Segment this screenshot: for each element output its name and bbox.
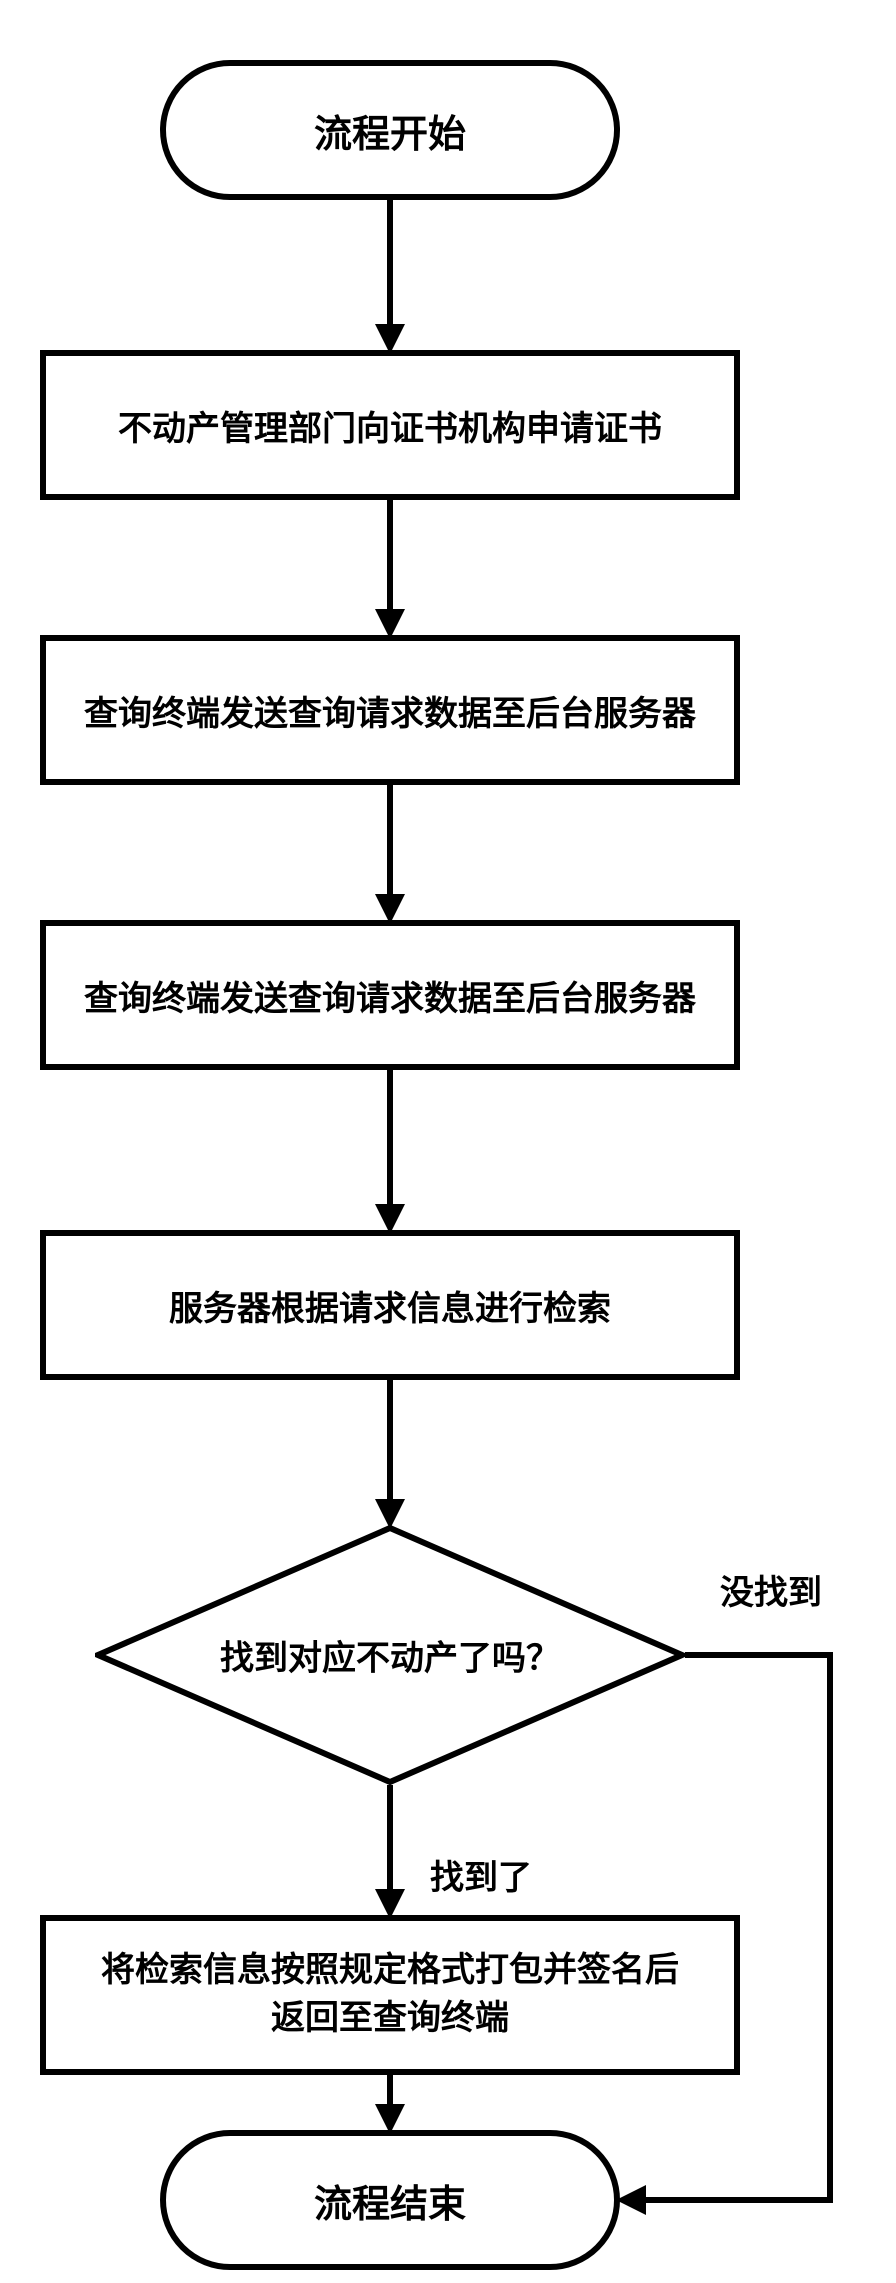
process-step-4-label: 服务器根据请求信息进行检索	[169, 1281, 611, 1330]
edge-label-notfound: 没找到	[720, 1565, 822, 1614]
process-step-3: 查询终端发送查询请求数据至后台服务器	[40, 920, 740, 1070]
process-step-2: 查询终端发送查询请求数据至后台服务器	[40, 635, 740, 785]
process-step-2-label: 查询终端发送查询请求数据至后台服务器	[84, 686, 696, 735]
process-step-1-label: 不动产管理部门向证书机构申请证书	[118, 401, 662, 450]
edge-label-found: 找到了	[430, 1850, 532, 1899]
end-node: 流程结束	[160, 2130, 620, 2270]
end-label: 流程结束	[314, 2173, 466, 2228]
decision-node: 找到对应不动产了吗？	[95, 1525, 685, 1785]
process-step-4: 服务器根据请求信息进行检索	[40, 1230, 740, 1380]
start-node: 流程开始	[160, 60, 620, 200]
process-step-5: 将检索信息按照规定格式打包并签名后 返回至查询终端	[40, 1915, 740, 2075]
process-step-1: 不动产管理部门向证书机构申请证书	[40, 350, 740, 500]
process-step-5-label: 将检索信息按照规定格式打包并签名后 返回至查询终端	[101, 1947, 679, 2042]
decision-label: 找到对应不动产了吗？	[95, 1631, 685, 1680]
flowchart-container: 流程开始 不动产管理部门向证书机构申请证书 查询终端发送查询请求数据至后台服务器…	[0, 0, 896, 2283]
start-label: 流程开始	[314, 103, 466, 158]
process-step-3-label: 查询终端发送查询请求数据至后台服务器	[84, 971, 696, 1020]
